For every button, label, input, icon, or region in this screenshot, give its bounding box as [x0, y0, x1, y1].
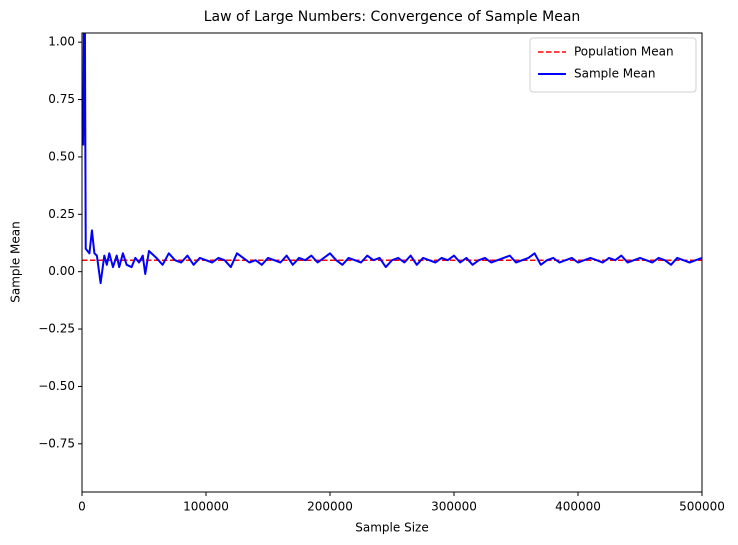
- chart-title: Law of Large Numbers: Convergence of Sam…: [204, 9, 581, 25]
- y-axis-label: Sample Mean: [9, 221, 23, 303]
- y-tick-label: −0.50: [38, 379, 75, 393]
- legend-box: [529, 37, 697, 93]
- x-axis-label: Sample Size: [355, 521, 428, 535]
- x-tick-label: 400000: [555, 500, 601, 514]
- y-tick-label: 1.00: [48, 35, 75, 49]
- y-tick-label: −0.75: [38, 436, 75, 450]
- legend-label: Population Mean: [574, 45, 674, 59]
- x-tick-label: 500000: [679, 500, 725, 514]
- y-tick-label: −0.25: [38, 322, 75, 336]
- x-tick-label: 200000: [307, 500, 353, 514]
- x-tick-label: 300000: [431, 500, 477, 514]
- y-tick-label: 0.00: [48, 264, 75, 278]
- legend-label: Sample Mean: [574, 67, 656, 81]
- y-tick-label: 0.50: [48, 149, 75, 163]
- series-line: [82, 33, 702, 285]
- x-tick-label: 0: [78, 500, 86, 514]
- plot-area: [82, 33, 702, 285]
- y-tick-label: 0.75: [48, 92, 75, 106]
- x-tick-label: 100000: [183, 500, 229, 514]
- y-tick-label: 0.25: [48, 207, 75, 221]
- legend: Population Mean Sample Mean: [529, 37, 697, 93]
- axes-frame: [81, 32, 703, 493]
